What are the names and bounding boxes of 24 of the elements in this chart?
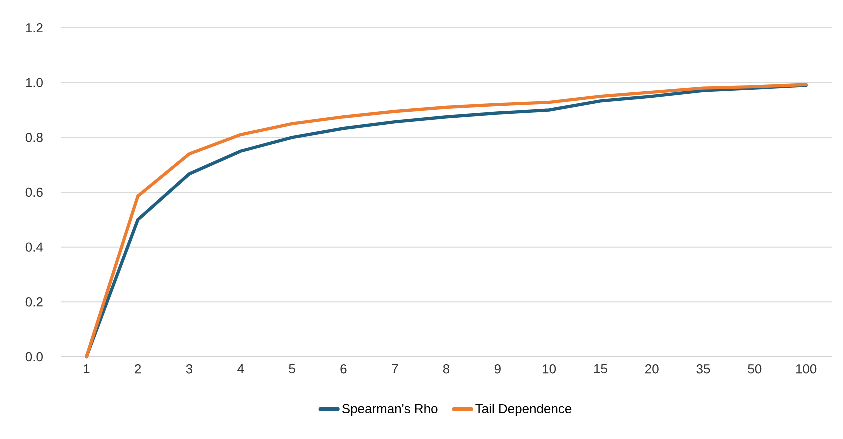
x-tick-label: 35 xyxy=(696,364,710,374)
x-tick-label: 8 xyxy=(443,364,450,374)
x-tick-label: 15 xyxy=(594,364,608,374)
x-tick-label: 2 xyxy=(135,364,142,374)
x-tick-label: 50 xyxy=(748,364,762,374)
y-tick-label: 0.8 xyxy=(26,133,43,142)
x-tick-label: 100 xyxy=(796,364,817,374)
y-tick-label: 1.0 xyxy=(26,78,43,88)
x-tick-label: 10 xyxy=(543,364,556,374)
legend-label: Tail Dependence xyxy=(476,404,572,416)
x-tick-label: 3 xyxy=(186,364,193,374)
y-tick-label: 1.2 xyxy=(26,23,43,33)
x-tick-label: 6 xyxy=(340,364,347,374)
x-tick-label: 20 xyxy=(646,364,659,374)
x-tick-label: 4 xyxy=(238,364,244,374)
legend-label: Spearman's Rho xyxy=(342,404,438,416)
x-tick-label: 7 xyxy=(392,364,398,374)
y-tick-label: 0.6 xyxy=(26,188,43,198)
y-tick-label: 0.4 xyxy=(26,242,44,252)
y-tick-label: 0.0 xyxy=(26,352,43,362)
x-tick-label: 5 xyxy=(289,364,296,374)
y-tick-label: 0.2 xyxy=(26,298,43,307)
x-tick-label: 9 xyxy=(494,364,501,374)
x-tick-label: 1 xyxy=(84,364,90,374)
